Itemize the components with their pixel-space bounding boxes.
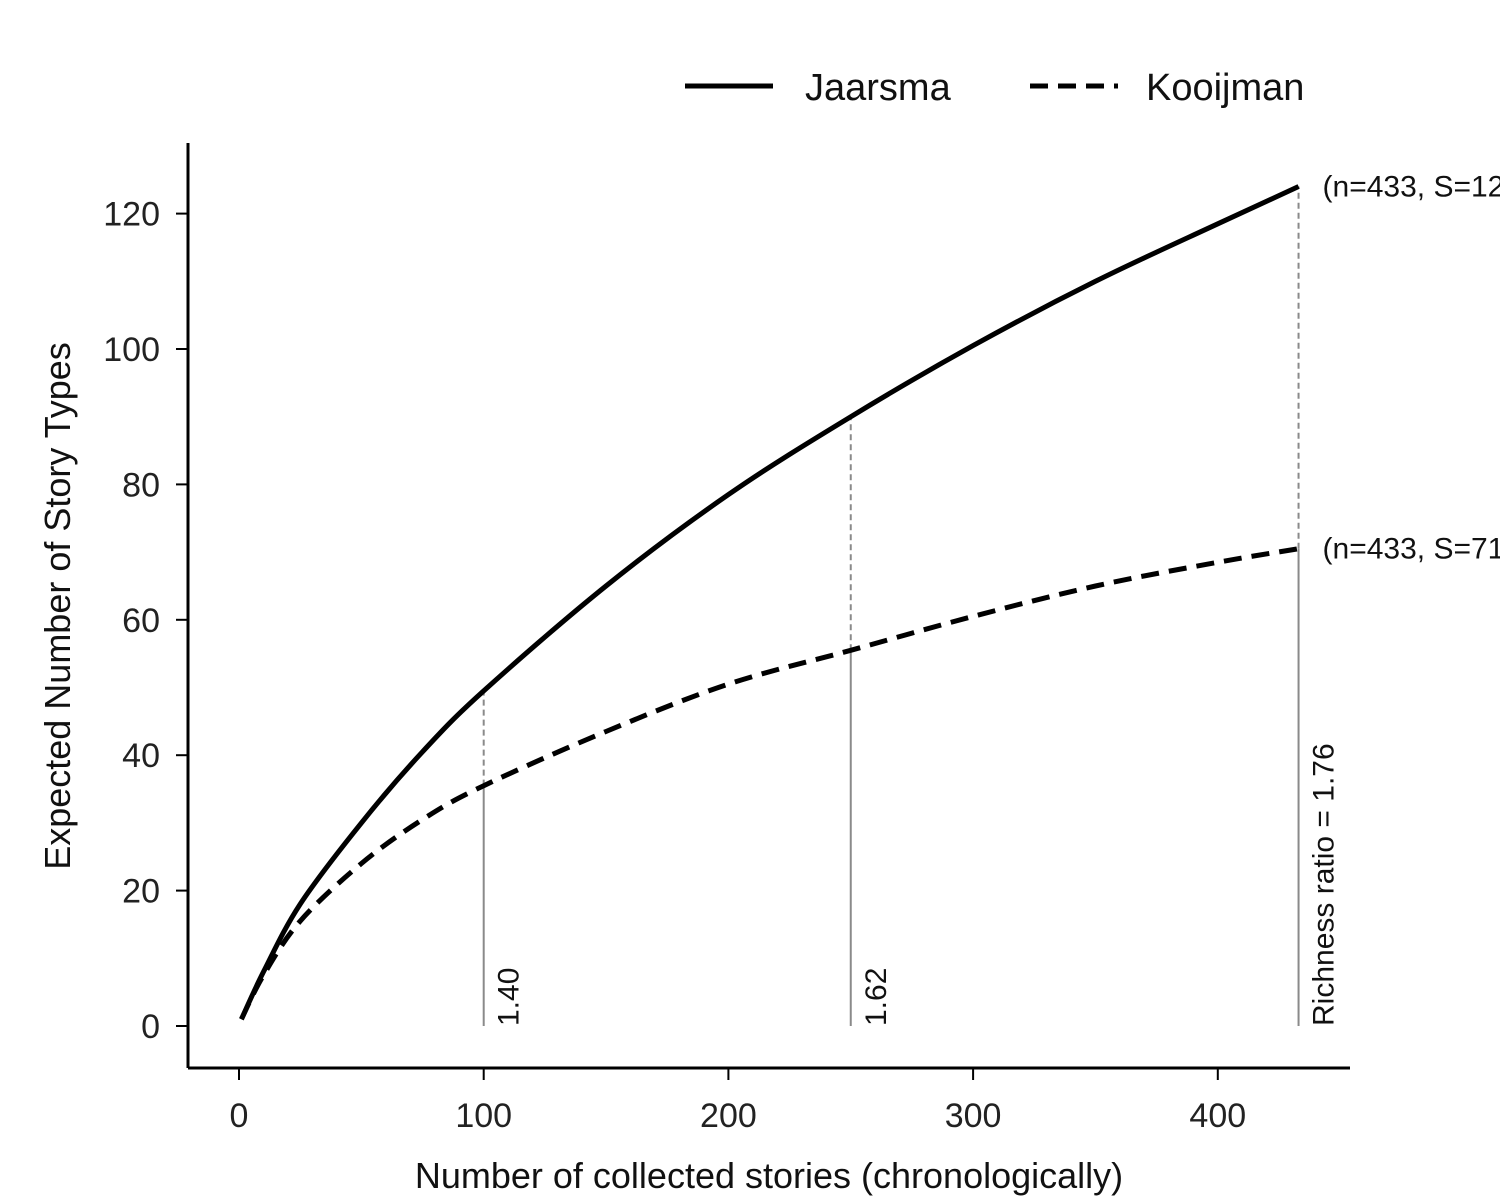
richness-ratio-label: 1.62: [860, 968, 893, 1026]
x-axis-label: Number of collected stories (chronologic…: [415, 1155, 1123, 1196]
legend-label-kooijman: Kooijman: [1146, 67, 1304, 109]
x-tick-label: 300: [945, 1097, 1002, 1135]
y-tick-label: 20: [122, 873, 160, 911]
y-tick-label: 100: [103, 331, 160, 369]
series-lines: [239, 184, 1300, 1021]
annotations: 1.40 1.62 Richness ratio = 1.76 (n=433, S=1…: [493, 171, 1500, 1026]
x-tick-label: 0: [230, 1097, 249, 1135]
y-ticks: 0 20 40 60 80 100 120: [103, 196, 188, 1046]
reference-lines: [482, 186, 1300, 1026]
endpoint-label-kooijman: (n=433, S=71): [1323, 533, 1500, 566]
legend: Jaarsma Kooijman: [685, 67, 1304, 109]
x-tick-label: 400: [1189, 1097, 1246, 1135]
x-tick-label: 200: [700, 1097, 757, 1135]
series-line-jaarsma: [239, 184, 1300, 1021]
endpoint-label-jaarsma: (n=433, S=124): [1323, 171, 1500, 204]
y-tick-label: 0: [141, 1008, 160, 1046]
y-axis-label: Expected Number of Story Types: [37, 342, 78, 870]
y-tick-label: 40: [122, 737, 160, 775]
richness-ratio-label: 1.40: [493, 968, 526, 1026]
series-line-kooijman: [239, 546, 1300, 1021]
x-ticks: 0 100 200 300 400: [230, 1068, 1246, 1135]
richness-ratio-label: Richness ratio = 1.76: [1308, 743, 1341, 1026]
legend-label-jaarsma: Jaarsma: [805, 67, 952, 109]
y-tick-label: 60: [122, 602, 160, 640]
y-tick-label: 80: [122, 466, 160, 504]
x-tick-label: 100: [455, 1097, 512, 1135]
y-tick-label: 120: [103, 196, 160, 234]
